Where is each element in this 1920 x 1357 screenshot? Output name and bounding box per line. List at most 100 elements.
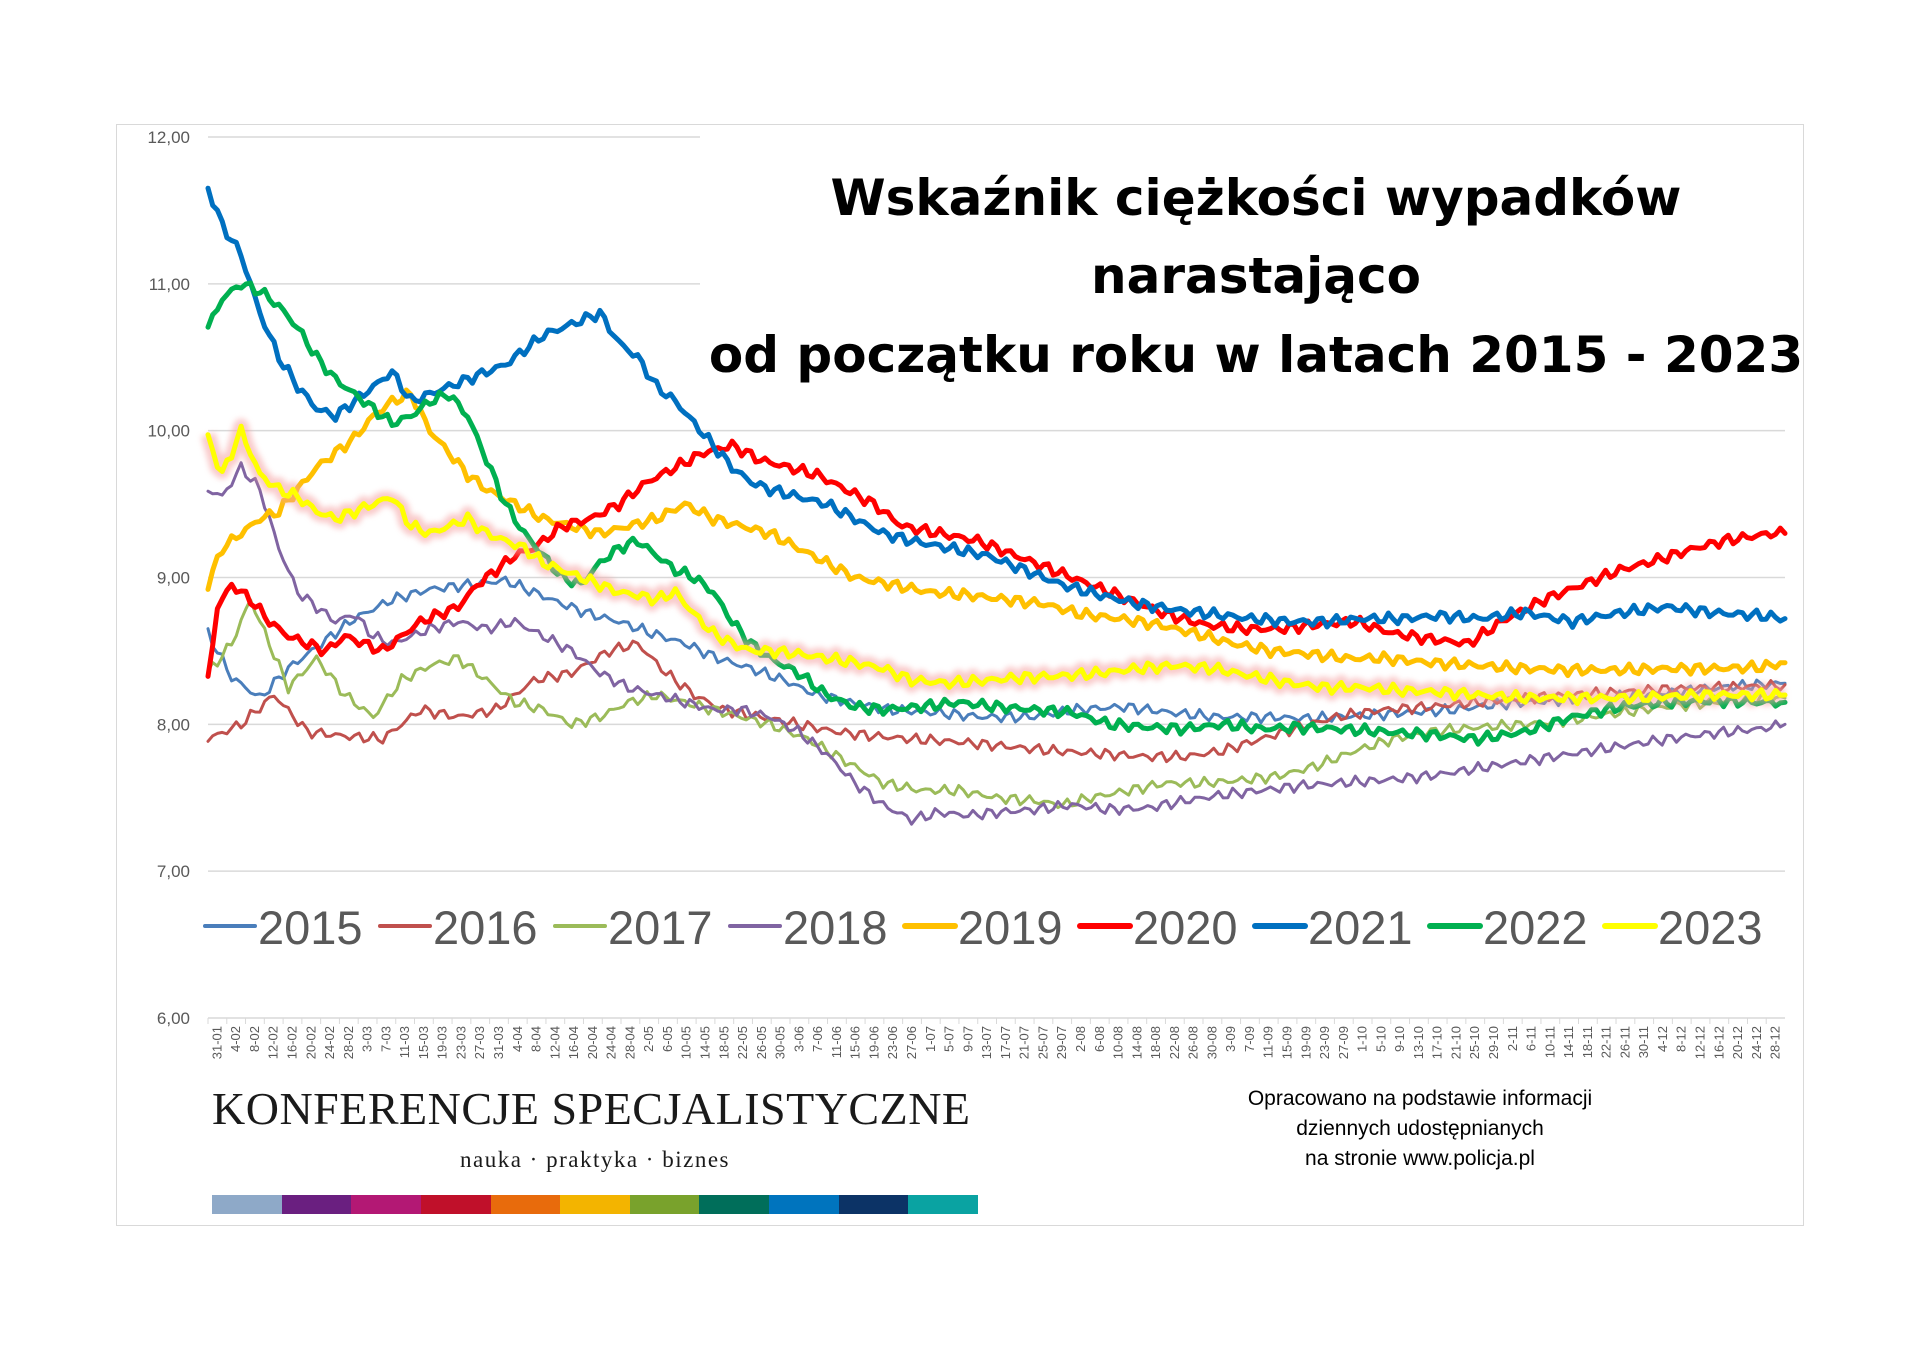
x-tick-label: 12-04 bbox=[547, 1026, 562, 1059]
y-tick-label: 12,00 bbox=[147, 128, 190, 147]
x-tick-label: 18-11 bbox=[1580, 1026, 1595, 1058]
x-tick-label: 25-10 bbox=[1467, 1026, 1482, 1059]
x-tick-label: 22-11 bbox=[1599, 1026, 1614, 1058]
x-tick-label: 4-12 bbox=[1655, 1026, 1670, 1052]
legend-label-2023: 2023 bbox=[1658, 901, 1763, 954]
x-tick-label: 7-09 bbox=[1242, 1026, 1257, 1052]
x-tick-label: 6-11 bbox=[1524, 1026, 1539, 1051]
x-tick-label: 15-09 bbox=[1279, 1026, 1294, 1059]
x-tick-label: 1-10 bbox=[1355, 1026, 1370, 1052]
x-tick-label: 5-10 bbox=[1373, 1026, 1388, 1052]
x-tick-label: 2-05 bbox=[641, 1026, 656, 1052]
x-tick-label: 19-06 bbox=[866, 1026, 881, 1059]
series-line-2019 bbox=[205, 387, 1788, 679]
series-line-2022 bbox=[205, 280, 1788, 747]
x-tick-label: 5-07 bbox=[942, 1026, 957, 1052]
x-tick-label: 26-08 bbox=[1186, 1026, 1201, 1059]
x-tick-label: 25-07 bbox=[1035, 1026, 1050, 1059]
source-note-line-3: na stronie www.policja.pl bbox=[1305, 1147, 1535, 1170]
x-tick-label: 7-06 bbox=[810, 1026, 825, 1052]
x-tick-label: 31-01 bbox=[209, 1026, 224, 1059]
chart-frame bbox=[116, 124, 1804, 1226]
chart-title-line-1: Wskaźnik ciężkości wypadków bbox=[831, 169, 1682, 227]
x-tick-label: 28-12 bbox=[1768, 1026, 1783, 1059]
legend-label-2021: 2021 bbox=[1308, 901, 1413, 954]
x-tick-label: 19-09 bbox=[1298, 1026, 1313, 1059]
x-tick-label: 27-03 bbox=[472, 1026, 487, 1059]
x-tick-label: 14-08 bbox=[1129, 1026, 1144, 1059]
x-tick-label: 29-10 bbox=[1486, 1026, 1501, 1059]
x-tick-label: 27-06 bbox=[904, 1026, 919, 1059]
x-tick-label: 23-03 bbox=[453, 1026, 468, 1059]
y-tick-label: 6,00 bbox=[157, 1009, 190, 1028]
brand-stripe-segment bbox=[560, 1195, 630, 1214]
y-tick-label: 7,00 bbox=[157, 862, 190, 881]
x-tick-label: 31-03 bbox=[491, 1026, 506, 1059]
x-tick-label: 14-11 bbox=[1561, 1026, 1576, 1058]
x-tick-label: 3-03 bbox=[360, 1026, 375, 1052]
brand-stripe-segment bbox=[212, 1195, 282, 1214]
x-tick-label: 10-05 bbox=[679, 1026, 694, 1059]
x-tick-label: 26-05 bbox=[754, 1026, 769, 1059]
x-tick-label: 26-11 bbox=[1617, 1026, 1632, 1058]
source-note: Opracowano na podstawie informacji dzien… bbox=[1190, 1084, 1650, 1174]
brand-stripe-segment bbox=[769, 1195, 839, 1214]
brand-stripe-segment bbox=[351, 1195, 421, 1214]
x-tick-label: 7-03 bbox=[378, 1026, 393, 1052]
x-tick-label: 23-06 bbox=[885, 1026, 900, 1059]
x-tick-label: 8-04 bbox=[529, 1026, 544, 1052]
brand-color-stripe bbox=[212, 1195, 979, 1214]
x-tick-label: 9-07 bbox=[960, 1026, 975, 1052]
x-tick-label: 18-05 bbox=[716, 1026, 731, 1059]
legend-label-2016: 2016 bbox=[433, 901, 538, 954]
x-tick-label: 2-11 bbox=[1505, 1026, 1520, 1051]
x-tick-label: 29-07 bbox=[1054, 1026, 1069, 1059]
x-tick-label: 18-08 bbox=[1148, 1026, 1163, 1059]
y-tick-label: 9,00 bbox=[157, 569, 190, 588]
x-tick-label: 15-03 bbox=[416, 1026, 431, 1059]
legend-label-2018: 2018 bbox=[783, 901, 888, 954]
x-tick-label: 17-07 bbox=[998, 1026, 1013, 1059]
x-tick-label: 3-09 bbox=[1223, 1026, 1238, 1052]
x-tick-label: 24-02 bbox=[322, 1026, 337, 1059]
chart-title-line-3: od początku roku w latach 2015 - 2023 bbox=[709, 326, 1803, 384]
brand-stripe-segment bbox=[420, 1195, 491, 1214]
x-tick-label: 30-05 bbox=[773, 1026, 788, 1059]
source-note-line-1: Opracowano na podstawie informacji bbox=[1247, 1087, 1593, 1110]
brand-stripe-segment bbox=[699, 1195, 770, 1214]
x-tick-label: 11-06 bbox=[829, 1026, 844, 1058]
x-tick-label: 20-12 bbox=[1730, 1026, 1745, 1059]
x-tick-label: 11-03 bbox=[397, 1026, 412, 1058]
x-tick-label: 4-04 bbox=[510, 1026, 525, 1052]
series-line-2017 bbox=[206, 598, 1787, 810]
brand-name: KONFERENCJE SPECJALISTYCZNE bbox=[212, 1083, 971, 1134]
x-tick-label: 28-02 bbox=[341, 1026, 356, 1059]
x-tick-label: 9-10 bbox=[1392, 1026, 1407, 1052]
brand-stripe-segment bbox=[908, 1195, 979, 1214]
x-tick-label: 24-04 bbox=[604, 1026, 619, 1059]
series-line-2023 bbox=[205, 423, 1788, 707]
x-tick-label: 16-12 bbox=[1711, 1026, 1726, 1059]
source-note-line-2: dziennych udostępnianych bbox=[1296, 1117, 1544, 1140]
x-tick-label: 16-04 bbox=[566, 1026, 581, 1059]
x-tick-label: 21-07 bbox=[1017, 1026, 1032, 1059]
legend-label-2020: 2020 bbox=[1133, 901, 1238, 954]
x-tick-label: 6-08 bbox=[1092, 1026, 1107, 1052]
x-tick-label: 27-09 bbox=[1336, 1026, 1351, 1059]
chart-title-line-2: narastająco bbox=[1091, 247, 1421, 305]
x-tick-label: 6-05 bbox=[660, 1026, 675, 1052]
brand-tagline: nauka · praktyka · biznes bbox=[460, 1147, 730, 1172]
series-line-2021 bbox=[205, 185, 1788, 630]
x-tick-label: 23-09 bbox=[1317, 1026, 1332, 1059]
x-tick-label: 1-07 bbox=[923, 1026, 938, 1052]
x-tick-label: 12-12 bbox=[1693, 1026, 1708, 1059]
x-tick-label: 17-10 bbox=[1430, 1026, 1445, 1059]
x-tick-label: 3-06 bbox=[791, 1026, 806, 1052]
x-tick-label: 22-05 bbox=[735, 1026, 750, 1059]
x-tick-label: 24-12 bbox=[1749, 1026, 1764, 1059]
x-tick-label: 14-05 bbox=[698, 1026, 713, 1059]
x-tick-label: 15-06 bbox=[848, 1026, 863, 1059]
x-tick-label: 12-02 bbox=[266, 1026, 281, 1059]
x-tick-label: 21-10 bbox=[1448, 1026, 1463, 1059]
